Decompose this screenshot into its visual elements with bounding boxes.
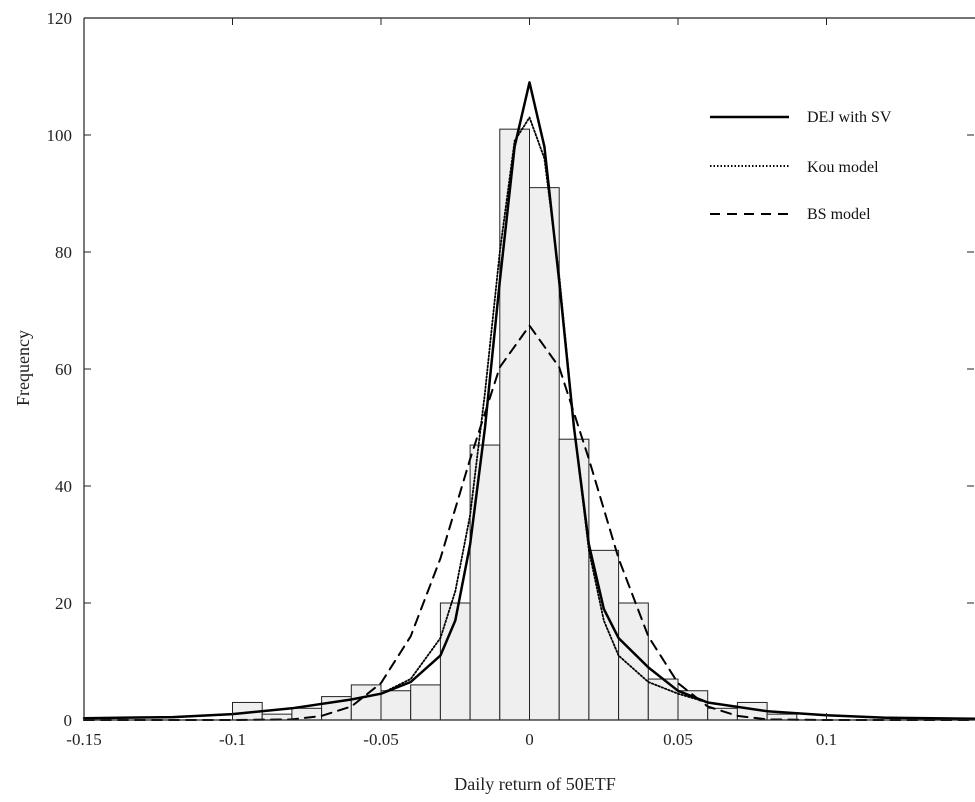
histogram-bar xyxy=(469,444,501,721)
x-tick-label: -0.1 xyxy=(219,730,246,749)
histogram-bar xyxy=(588,549,620,721)
x-tick-label: 0.05 xyxy=(663,730,693,749)
histogram-bar xyxy=(410,684,441,721)
histogram-bar xyxy=(647,678,679,721)
x-tick-label: 0.1 xyxy=(816,730,837,749)
legend: DEJ with SV Kou model BS model xyxy=(710,109,892,223)
y-tick-label: 40 xyxy=(55,477,72,496)
legend-label-kou-model: Kou model xyxy=(807,159,879,176)
x-axis-label: Daily return of 50ETF xyxy=(454,774,615,794)
tick-labels: -0.15 -0.1 -0.05 0 0.05 0.1 0 20 40 60 80 100 120 xyxy=(47,9,838,749)
histogram-bar xyxy=(529,187,560,721)
density-curves xyxy=(82,81,975,721)
series-line-bs-model xyxy=(83,324,975,721)
histogram-bars xyxy=(232,128,798,721)
y-tick-label: 20 xyxy=(55,594,72,613)
y-tick-label: 60 xyxy=(55,360,72,379)
histogram-bar xyxy=(707,707,738,721)
y-axis-label: Frequency xyxy=(13,330,33,406)
legend-label-dej-with-sv: DEJ with SV xyxy=(807,109,892,126)
x-tick-label: 0 xyxy=(525,730,534,749)
legend-label-bs-model: BS model xyxy=(807,206,871,223)
y-tick-label: 120 xyxy=(47,9,73,28)
axes xyxy=(83,17,975,721)
x-tick-label: -0.15 xyxy=(66,730,101,749)
x-tick-label: -0.05 xyxy=(363,730,398,749)
histogram-bar xyxy=(380,690,412,721)
y-tick-label: 80 xyxy=(55,243,72,262)
histogram-bar xyxy=(558,438,590,721)
y-tick-label: 100 xyxy=(47,126,73,145)
y-tick-label: 0 xyxy=(64,711,73,730)
